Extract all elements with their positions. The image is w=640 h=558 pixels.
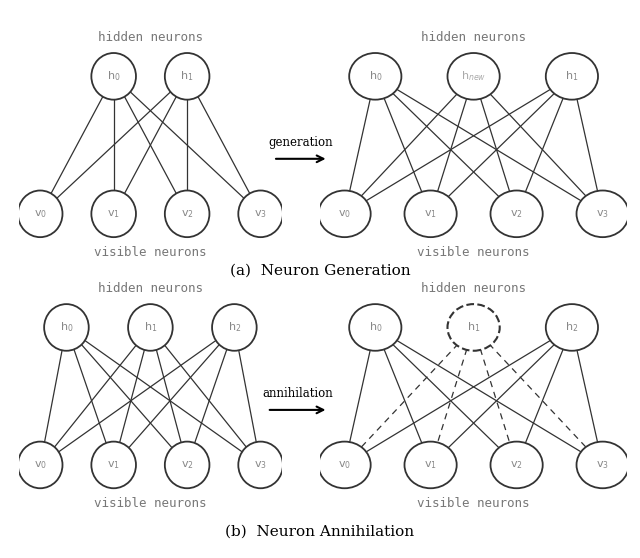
- Ellipse shape: [349, 53, 401, 100]
- Text: hidden neurons: hidden neurons: [421, 31, 526, 44]
- Ellipse shape: [92, 441, 136, 488]
- Text: hidden neurons: hidden neurons: [98, 31, 203, 44]
- Ellipse shape: [546, 304, 598, 351]
- Ellipse shape: [404, 190, 457, 237]
- Ellipse shape: [577, 441, 628, 488]
- Ellipse shape: [319, 190, 371, 237]
- Text: $\mathrm{h}_{0}$: $\mathrm{h}_{0}$: [369, 320, 382, 334]
- Text: $\mathrm{h}_{1}$: $\mathrm{h}_{1}$: [180, 69, 194, 83]
- Ellipse shape: [165, 53, 209, 100]
- Ellipse shape: [447, 304, 500, 351]
- Text: $\mathrm{v}_{1}$: $\mathrm{v}_{1}$: [108, 208, 120, 220]
- Text: $\mathrm{v}_{2}$: $\mathrm{v}_{2}$: [510, 208, 523, 220]
- Ellipse shape: [404, 441, 457, 488]
- Text: $\mathrm{v}_{0}$: $\mathrm{v}_{0}$: [34, 208, 47, 220]
- Text: $\mathrm{v}_{2}$: $\mathrm{v}_{2}$: [510, 459, 523, 471]
- Ellipse shape: [92, 53, 136, 100]
- Ellipse shape: [546, 53, 598, 100]
- Ellipse shape: [319, 441, 371, 488]
- Ellipse shape: [92, 190, 136, 237]
- Ellipse shape: [577, 190, 628, 237]
- Text: visible neurons: visible neurons: [94, 497, 207, 511]
- Ellipse shape: [238, 441, 283, 488]
- Text: $\mathrm{h}_{1}$: $\mathrm{h}_{1}$: [144, 320, 157, 334]
- Text: $\mathrm{h}_{1}$: $\mathrm{h}_{1}$: [565, 69, 579, 83]
- Ellipse shape: [165, 190, 209, 237]
- Text: annihilation: annihilation: [262, 387, 333, 400]
- Text: generation: generation: [269, 136, 333, 149]
- Text: $\mathrm{v}_{0}$: $\mathrm{v}_{0}$: [338, 459, 351, 471]
- Text: $\mathrm{h}_{2}$: $\mathrm{h}_{2}$: [228, 320, 241, 334]
- Text: hidden neurons: hidden neurons: [98, 282, 203, 295]
- Ellipse shape: [165, 441, 209, 488]
- Ellipse shape: [238, 190, 283, 237]
- Text: $\mathrm{h}_{2}$: $\mathrm{h}_{2}$: [565, 320, 579, 334]
- Ellipse shape: [490, 441, 543, 488]
- Ellipse shape: [18, 441, 63, 488]
- Text: $\mathrm{v}_{3}$: $\mathrm{v}_{3}$: [596, 208, 609, 220]
- Text: (b)  Neuron Annihilation: (b) Neuron Annihilation: [225, 524, 415, 538]
- Text: $\mathrm{v}_{1}$: $\mathrm{v}_{1}$: [108, 459, 120, 471]
- Text: (a)  Neuron Generation: (a) Neuron Generation: [230, 263, 410, 278]
- Text: visible neurons: visible neurons: [94, 246, 207, 259]
- Text: $\mathrm{h}_{new}$: $\mathrm{h}_{new}$: [461, 69, 486, 83]
- Ellipse shape: [128, 304, 173, 351]
- Ellipse shape: [447, 53, 500, 100]
- Text: hidden neurons: hidden neurons: [421, 282, 526, 295]
- Text: $\mathrm{h}_{0}$: $\mathrm{h}_{0}$: [107, 69, 120, 83]
- Text: $\mathrm{v}_{0}$: $\mathrm{v}_{0}$: [338, 208, 351, 220]
- Text: $\mathrm{v}_{3}$: $\mathrm{v}_{3}$: [596, 459, 609, 471]
- Text: $\mathrm{v}_{3}$: $\mathrm{v}_{3}$: [254, 459, 267, 471]
- Text: $\mathrm{v}_{1}$: $\mathrm{v}_{1}$: [424, 208, 437, 220]
- Text: $\mathrm{h}_{0}$: $\mathrm{h}_{0}$: [60, 320, 73, 334]
- Text: $\mathrm{h}_{0}$: $\mathrm{h}_{0}$: [369, 69, 382, 83]
- Text: $\mathrm{v}_{1}$: $\mathrm{v}_{1}$: [424, 459, 437, 471]
- Ellipse shape: [44, 304, 89, 351]
- Ellipse shape: [349, 304, 401, 351]
- Text: $\mathrm{v}_{0}$: $\mathrm{v}_{0}$: [34, 459, 47, 471]
- Text: $\mathrm{v}_{2}$: $\mathrm{v}_{2}$: [180, 208, 193, 220]
- Text: $\mathrm{v}_{3}$: $\mathrm{v}_{3}$: [254, 208, 267, 220]
- Ellipse shape: [490, 190, 543, 237]
- Ellipse shape: [18, 190, 63, 237]
- Text: visible neurons: visible neurons: [417, 497, 530, 511]
- Text: $\mathrm{h}_{1}$: $\mathrm{h}_{1}$: [467, 320, 480, 334]
- Text: $\mathrm{v}_{2}$: $\mathrm{v}_{2}$: [180, 459, 193, 471]
- Ellipse shape: [212, 304, 257, 351]
- Text: visible neurons: visible neurons: [417, 246, 530, 259]
